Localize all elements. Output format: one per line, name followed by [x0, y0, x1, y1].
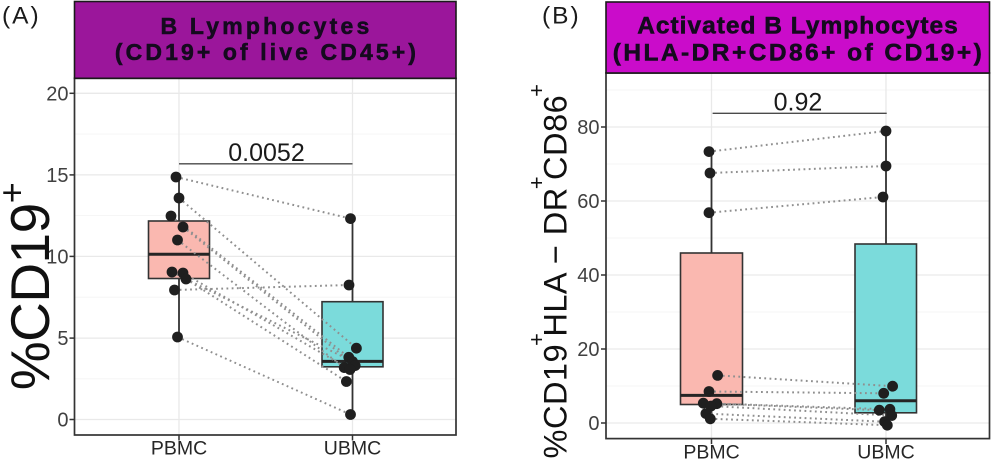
svg-text:10: 10 — [46, 246, 68, 268]
svg-text:80: 80 — [577, 117, 599, 139]
svg-text:B Lymphocytes: B Lymphocytes — [160, 13, 372, 39]
svg-text:UBMC: UBMC — [857, 442, 914, 463]
svg-text:0.0052: 0.0052 — [228, 139, 304, 167]
svg-text:PBMC: PBMC — [683, 442, 739, 463]
svg-text:%CD19+: %CD19+ — [0, 183, 61, 391]
svg-text:40: 40 — [577, 265, 599, 287]
svg-text:5: 5 — [57, 328, 68, 350]
svg-text:15: 15 — [46, 165, 68, 187]
svg-text:0.92: 0.92 — [774, 89, 823, 117]
svg-text:(B): (B) — [542, 3, 581, 30]
svg-text:0: 0 — [57, 410, 68, 432]
svg-text:60: 60 — [577, 191, 599, 213]
svg-text:(CD19+ of live CD45+): (CD19+ of live CD45+) — [115, 39, 419, 65]
svg-text:20: 20 — [577, 339, 599, 361]
svg-text:PBMC: PBMC — [151, 438, 207, 460]
svg-text:Activated B Lymphocytes: Activated B Lymphocytes — [637, 13, 959, 40]
svg-text:(HLA-DR+CD86+ of CD19+): (HLA-DR+CD86+ of CD19+) — [613, 39, 985, 66]
svg-text:0: 0 — [588, 413, 599, 435]
svg-text:(A): (A) — [2, 3, 41, 30]
svg-text:UBMC: UBMC — [324, 438, 381, 460]
svg-text:20: 20 — [46, 83, 68, 105]
